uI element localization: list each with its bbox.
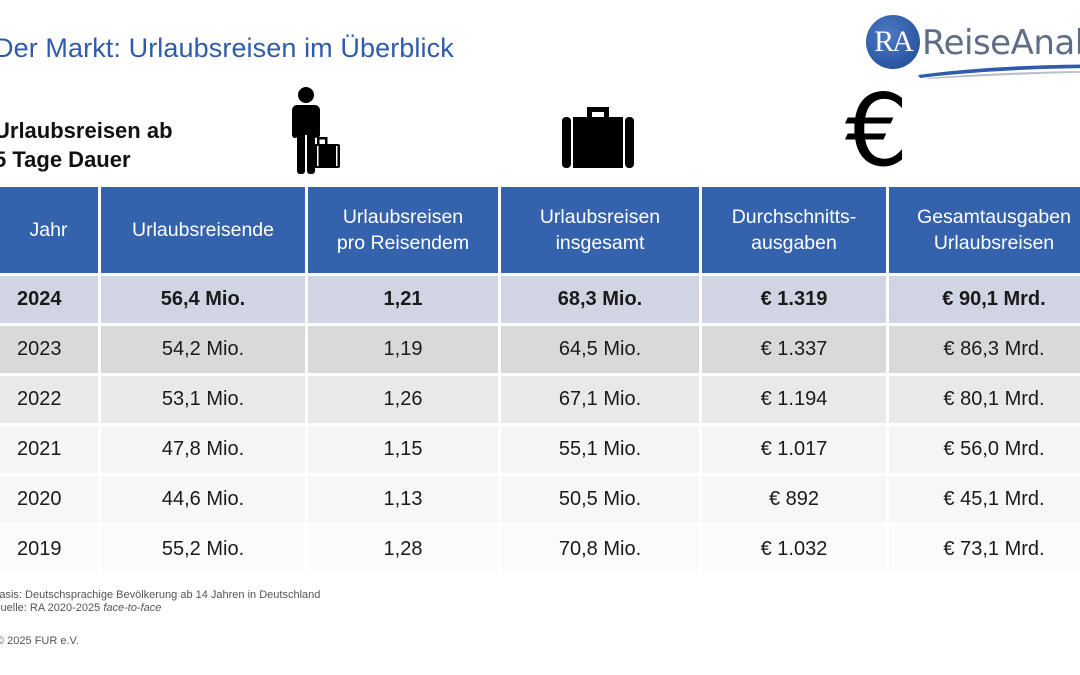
footnote-source: Quelle: RA 2020-2025 face-to-face bbox=[0, 602, 162, 614]
cell-year: 2020 bbox=[0, 476, 98, 523]
cell-year: 2023 bbox=[0, 326, 98, 373]
cell-trips-per-traveler: 1,19 bbox=[308, 326, 498, 373]
column-header-total-trips: Urlaubsreisen insgesamt bbox=[501, 187, 699, 273]
cell-total-trips: 50,5 Mio. bbox=[501, 476, 699, 523]
reiseanalyse-logo: RA ReiseAnalyse bbox=[866, 15, 1080, 79]
table-row-2020: 2020 44,6 Mio. 1,13 50,5 Mio. € 892 € 45… bbox=[0, 476, 1080, 523]
logo-swoosh-icon bbox=[918, 64, 1080, 79]
cell-travelers: 47,8 Mio. bbox=[101, 426, 305, 473]
cell-average-spending: € 892 bbox=[702, 476, 886, 523]
cell-travelers: 55,2 Mio. bbox=[101, 526, 305, 573]
table-row-2021: 2021 47,8 Mio. 1,15 55,1 Mio. € 1.017 € … bbox=[0, 426, 1080, 473]
cell-total-trips: 55,1 Mio. bbox=[501, 426, 699, 473]
cell-travelers: 53,1 Mio. bbox=[101, 376, 305, 423]
table-row-2024: 2024 56,4 Mio. 1,21 68,3 Mio. € 1.319 € … bbox=[0, 276, 1080, 323]
cell-trips-per-traveler: 1,28 bbox=[308, 526, 498, 573]
cell-total-trips: 68,3 Mio. bbox=[501, 276, 699, 323]
cell-total-spending: € 56,0 Mrd. bbox=[889, 426, 1080, 473]
table-row-2019: 2019 55,2 Mio. 1,28 70,8 Mio. € 1.032 € … bbox=[0, 526, 1080, 573]
logo-wordmark: ReiseAnalyse bbox=[922, 23, 1080, 63]
cell-trips-per-traveler: 1,15 bbox=[308, 426, 498, 473]
footnote-source-method: face-to-face bbox=[103, 602, 162, 614]
cell-average-spending: € 1.319 bbox=[702, 276, 886, 323]
cell-total-spending: € 86,3 Mrd. bbox=[889, 326, 1080, 373]
cell-total-spending: € 45,1 Mrd. bbox=[889, 476, 1080, 523]
cell-total-trips: 70,8 Mio. bbox=[501, 526, 699, 573]
cell-average-spending: € 1.017 bbox=[702, 426, 886, 473]
cell-total-spending: € 80,1 Mrd. bbox=[889, 376, 1080, 423]
column-header-travelers: Urlaubsreisende bbox=[101, 187, 305, 273]
logo-badge: RA bbox=[866, 15, 920, 69]
column-header-trips-per-traveler: Urlaubsreisen pro Reisendem bbox=[308, 187, 498, 273]
column-header-total-spending: Gesamtausgaben Urlaubsreisen bbox=[889, 187, 1080, 273]
footnote-basis: Basis: Deutschsprachige Bevölkerung ab 1… bbox=[0, 589, 321, 601]
cell-travelers: 54,2 Mio. bbox=[101, 326, 305, 373]
cell-year: 2022 bbox=[0, 376, 98, 423]
cell-total-trips: 64,5 Mio. bbox=[501, 326, 699, 373]
suitcase-icon bbox=[562, 107, 634, 168]
cell-total-spending: € 90,1 Mrd. bbox=[889, 276, 1080, 323]
cell-trips-per-traveler: 1,21 bbox=[308, 276, 498, 323]
cell-total-spending: € 73,1 Mrd. bbox=[889, 526, 1080, 573]
column-header-year: Jahr bbox=[0, 187, 98, 273]
table-header-row: Jahr Urlaubsreisende Urlaubsreisen pro Re… bbox=[0, 187, 1080, 273]
cell-average-spending: € 1.337 bbox=[702, 326, 886, 373]
footnotes: Basis: Deutschsprachige Bevölkerung ab 1… bbox=[0, 589, 320, 615]
cell-travelers: 56,4 Mio. bbox=[101, 276, 305, 323]
cell-year: 2021 bbox=[0, 426, 98, 473]
table-row-2023: 2023 54,2 Mio. 1,19 64,5 Mio. € 1.337 € … bbox=[0, 326, 1080, 373]
cell-average-spending: € 1.032 bbox=[702, 526, 886, 573]
cell-trips-per-traveler: 1,13 bbox=[308, 476, 498, 523]
cell-total-trips: 67,1 Mio. bbox=[501, 376, 699, 423]
subtitle-line-2: 5 Tage Dauer bbox=[0, 147, 131, 172]
table-subtitle: Urlaubsreisen ab 5 Tage Dauer bbox=[0, 116, 173, 174]
cell-trips-per-traveler: 1,26 bbox=[308, 376, 498, 423]
column-header-average-spending: Durchschnitts-ausgaben bbox=[702, 187, 886, 273]
cell-average-spending: € 1.194 bbox=[702, 376, 886, 423]
page-title: Der Markt: Urlaubsreisen im Überblick bbox=[0, 33, 454, 63]
traveler-with-suitcase-icon bbox=[292, 87, 340, 174]
copyright: © 2025 FUR e.V. bbox=[0, 635, 79, 647]
euro-icon: € bbox=[845, 72, 909, 189]
table-row-2022: 2022 53,1 Mio. 1,26 67,1 Mio. € 1.194 € … bbox=[0, 376, 1080, 423]
travel-market-table: Jahr Urlaubsreisende Urlaubsreisen pro Re… bbox=[0, 184, 1080, 576]
cell-year: 2019 bbox=[0, 526, 98, 573]
subtitle-line-1: Urlaubsreisen ab bbox=[0, 118, 173, 143]
cell-year: 2024 bbox=[0, 276, 98, 323]
cell-travelers: 44,6 Mio. bbox=[101, 476, 305, 523]
